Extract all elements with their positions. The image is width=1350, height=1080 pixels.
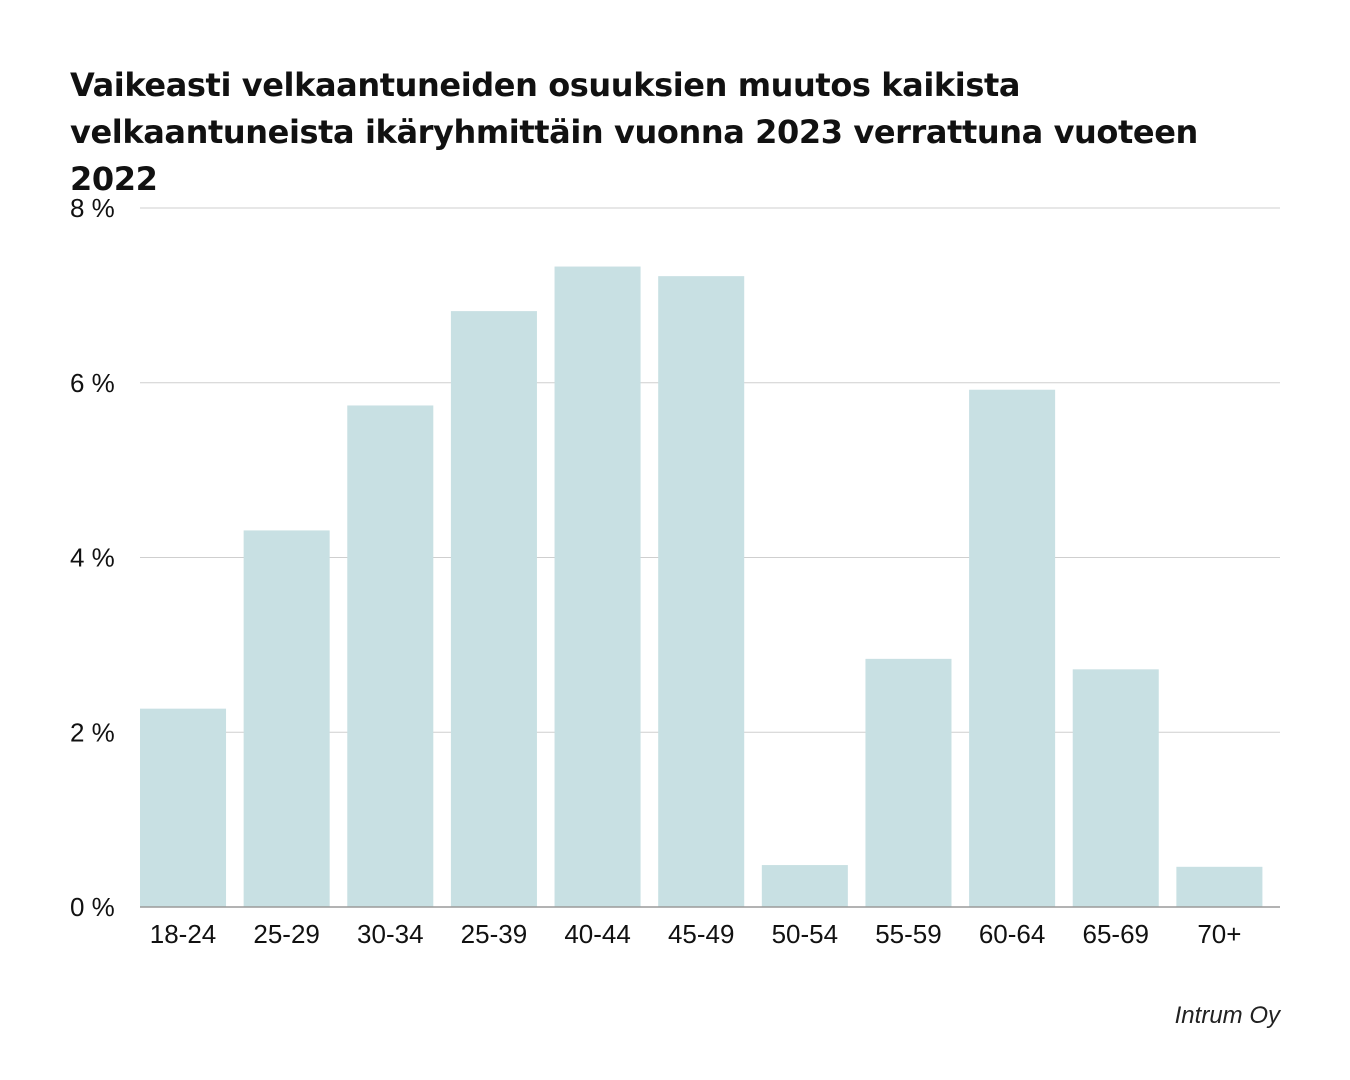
x-tick-label: 40-44 [564, 919, 631, 949]
x-tick-label: 18-24 [150, 919, 217, 949]
y-tick-label: 0 % [70, 892, 115, 922]
bar-25-29 [243, 530, 330, 907]
source-credit: Intrum Oy [1174, 1002, 1280, 1029]
x-tick-label: 45-49 [668, 919, 735, 949]
bar-50-54 [761, 865, 848, 907]
y-tick-label: 4 % [70, 543, 115, 573]
x-axis-tick-labels: 18-24 25-29 30-34 25-39 40-44 45-49 50-54 55-59… [150, 919, 1242, 949]
bars [140, 266, 1263, 908]
bar-70plus [1176, 866, 1263, 907]
x-tick-label: 25-29 [253, 919, 320, 949]
x-tick-label: 55-59 [875, 919, 942, 949]
x-tick-label: 70+ [1197, 919, 1241, 949]
bar-25-39 [450, 311, 537, 907]
y-tick-label: 8 % [70, 193, 115, 223]
y-axis-tick-labels: 0 % 2 % 4 % 6 % 8 % [70, 193, 115, 922]
bar-55-59 [865, 658, 952, 907]
y-tick-label: 2 % [70, 717, 115, 747]
y-tick-label: 6 % [70, 368, 115, 398]
x-tick-label: 30-34 [357, 919, 424, 949]
bar-65-69 [1072, 669, 1159, 907]
bar-40-44 [554, 266, 641, 907]
chart-title: Vaikeasti velkaantuneiden osuuksien muut… [70, 66, 1198, 198]
x-tick-label: 50-54 [772, 919, 839, 949]
x-tick-label: 60-64 [979, 919, 1046, 949]
x-tick-label: 25-39 [461, 919, 528, 949]
bar-45-49 [658, 276, 745, 908]
bar-30-34 [347, 405, 434, 907]
bar-60-64 [969, 389, 1056, 907]
x-tick-label: 65-69 [1082, 919, 1149, 949]
bar-18-24 [140, 708, 227, 907]
